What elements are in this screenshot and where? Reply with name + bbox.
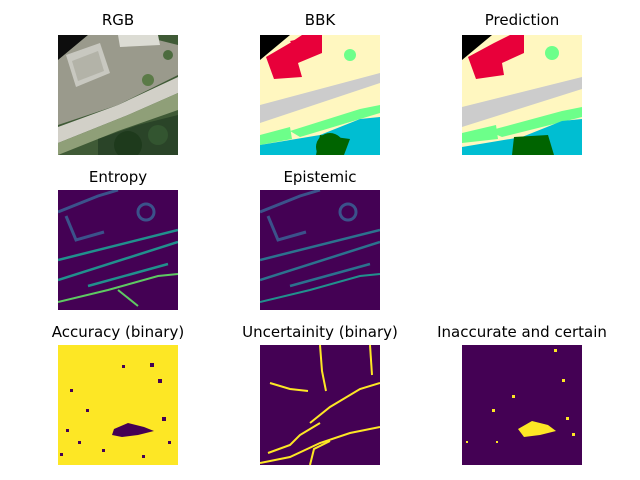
panel-title-rgb: RGB [101, 11, 135, 29]
panel-title-prediction: Prediction [484, 11, 560, 29]
rgb-image [58, 35, 178, 155]
inaccurate-image [462, 345, 582, 465]
bbk-label-map [260, 35, 380, 155]
panel-title-entropy: Entropy [88, 168, 148, 186]
epistemic-image [260, 190, 380, 310]
panel-title-inaccurate: Inaccurate and certain [437, 323, 607, 341]
panel-title-uncertainty: Uncertainity (binary) [242, 323, 398, 341]
bbk-image [260, 35, 380, 155]
accuracy-image [58, 345, 178, 465]
epistemic-heatmap [260, 190, 380, 310]
prediction-label-map [462, 35, 582, 155]
panel-title-accuracy: Accuracy (binary) [51, 323, 185, 341]
entropy-image [58, 190, 178, 310]
accuracy-binary-map [58, 345, 178, 465]
rgb-aerial-photo [58, 35, 178, 155]
panel-title-epistemic: Epistemic [283, 168, 357, 186]
inaccurate-binary-map [462, 345, 582, 465]
entropy-heatmap [58, 190, 178, 310]
uncertainty-binary-map [260, 345, 380, 465]
panel-title-bbk: BBK [304, 11, 336, 29]
prediction-image [462, 35, 582, 155]
uncertainty-image [260, 345, 380, 465]
